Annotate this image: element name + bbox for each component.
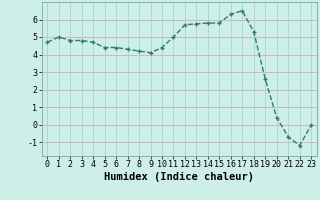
X-axis label: Humidex (Indice chaleur): Humidex (Indice chaleur) — [104, 172, 254, 182]
